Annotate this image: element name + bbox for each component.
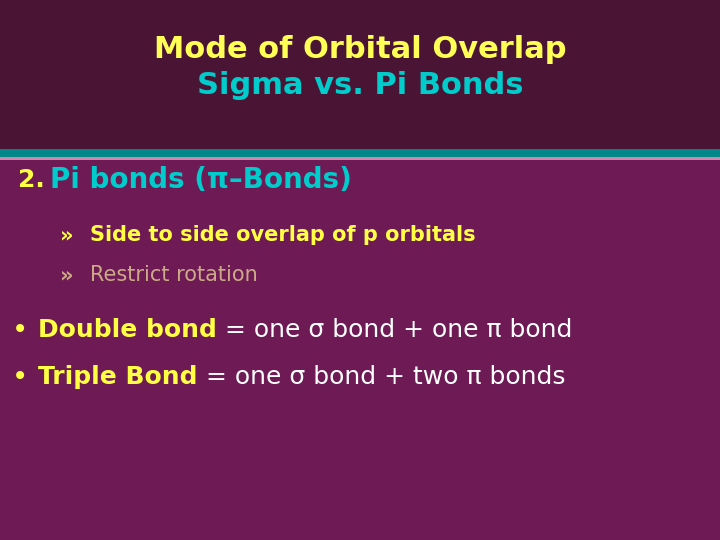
Bar [0,155,720,540]
Text: Side to side overlap of p orbitals: Side to side overlap of p orbitals [90,225,476,245]
Text: Triple Bond: Triple Bond [38,365,197,389]
Text: »: » [60,265,73,285]
Text: Restrict rotation: Restrict rotation [90,265,258,285]
Bar [0,149,720,157]
Text: = one σ bond + one π bond: = one σ bond + one π bond [217,318,572,342]
Bar [0,0,720,155]
Bar [0,157,720,160]
Text: 2.: 2. [18,168,45,192]
Text: »: » [60,225,73,245]
Text: Double bond: Double bond [38,318,217,342]
Text: •: • [12,316,28,344]
Text: Sigma vs. Pi Bonds: Sigma vs. Pi Bonds [197,71,523,99]
Text: Pi bonds (π–Bonds): Pi bonds (π–Bonds) [50,166,352,194]
Text: Mode of Orbital Overlap: Mode of Orbital Overlap [154,36,566,64]
Text: = one σ bond + two π bonds: = one σ bond + two π bonds [197,365,565,389]
Text: •: • [12,363,28,391]
